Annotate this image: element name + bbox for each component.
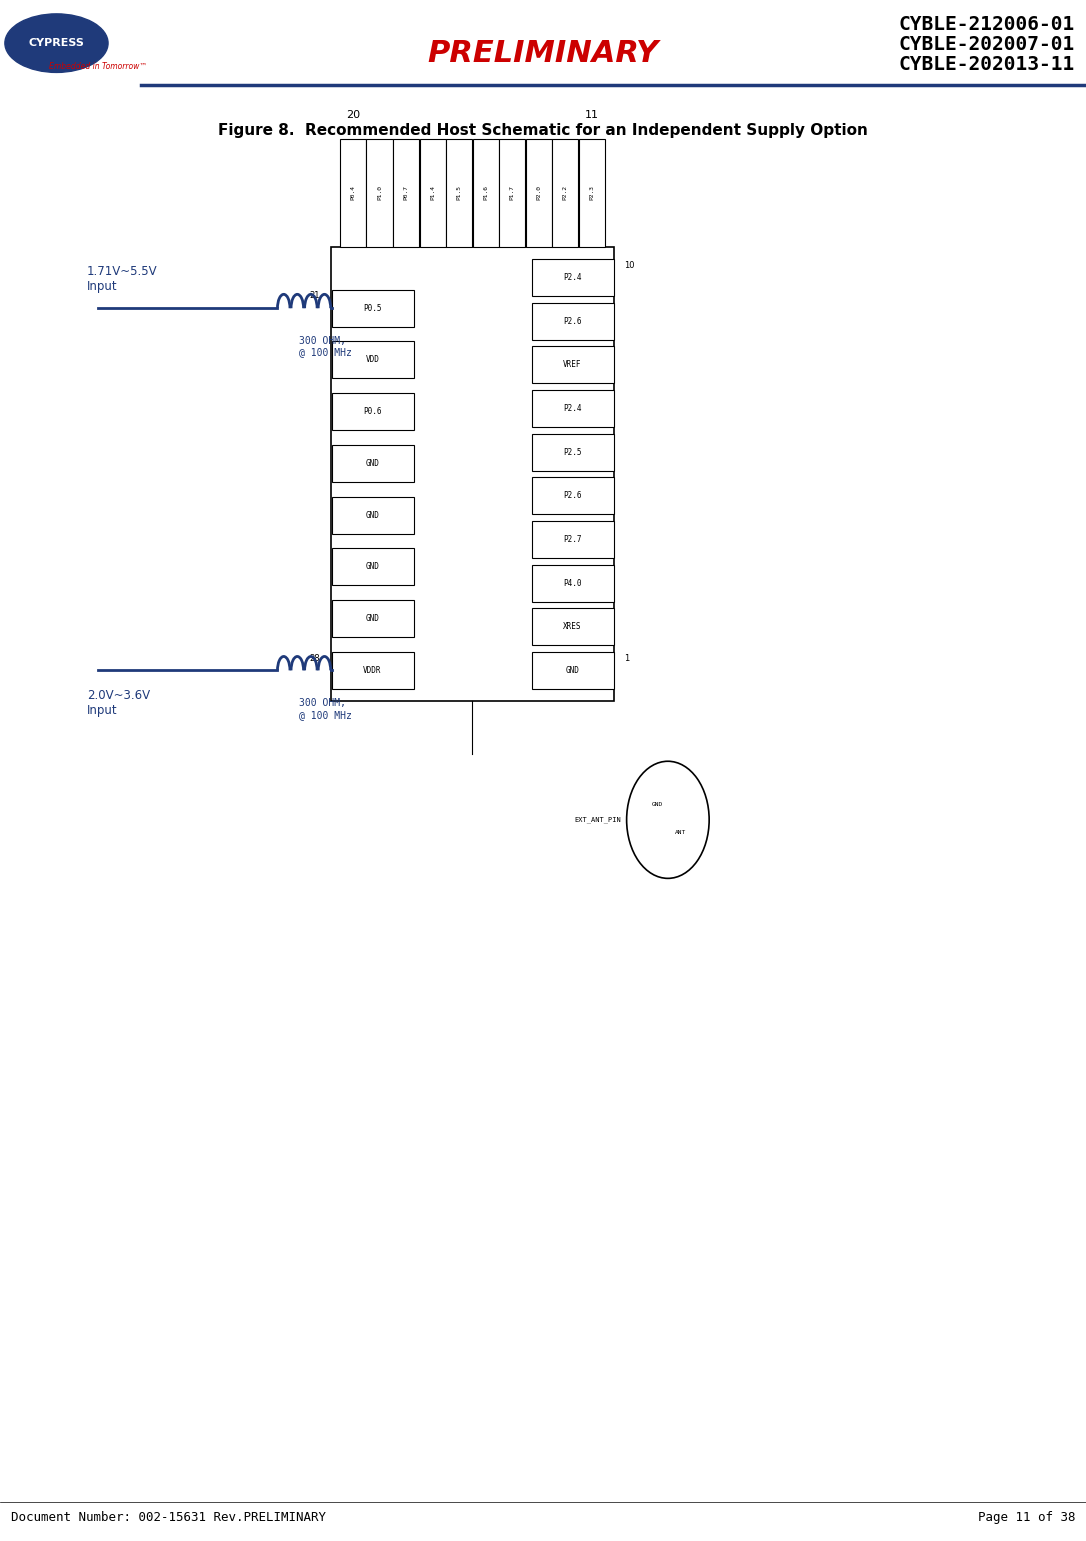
Text: 20: 20 (345, 111, 361, 120)
Text: P2.2: P2.2 (563, 185, 568, 200)
Text: GND: GND (366, 459, 379, 468)
Text: PRELIMINARY: PRELIMINARY (428, 40, 658, 68)
Bar (331, 247, 614, 701)
Text: CYPRESS: CYPRESS (28, 39, 85, 48)
Text: 1.71V~5.5V
Input: 1.71V~5.5V Input (87, 265, 157, 293)
Bar (532, 347, 614, 384)
Bar (366, 139, 392, 247)
Text: CYBLE-202007-01: CYBLE-202007-01 (899, 35, 1075, 54)
Text: VREF: VREF (563, 361, 582, 370)
Text: GND: GND (366, 510, 379, 519)
Text: GND: GND (566, 666, 579, 675)
Bar (532, 302, 614, 339)
Text: 300 OHM,
@ 100 MHz: 300 OHM, @ 100 MHz (299, 698, 352, 720)
Text: 2.0V~3.6V
Input: 2.0V~3.6V Input (87, 689, 150, 717)
Text: EXT_ANT_PIN: EXT_ANT_PIN (574, 817, 621, 823)
Bar (472, 139, 498, 247)
Ellipse shape (4, 14, 108, 72)
Bar (332, 652, 414, 689)
Circle shape (627, 761, 709, 878)
Bar (332, 549, 414, 586)
Text: P0.7: P0.7 (404, 185, 408, 200)
Bar (579, 139, 605, 247)
Text: P1.7: P1.7 (509, 185, 515, 200)
Text: GND: GND (652, 801, 662, 807)
Bar (446, 139, 472, 247)
Bar (526, 139, 552, 247)
Text: CYBLE-212006-01: CYBLE-212006-01 (899, 15, 1075, 34)
Text: P2.5: P2.5 (563, 447, 582, 456)
Bar (332, 290, 414, 327)
Text: 10: 10 (624, 260, 635, 270)
Bar (332, 496, 414, 533)
Text: 300 OHM,
@ 100 MHz: 300 OHM, @ 100 MHz (299, 336, 352, 358)
Text: P0.6: P0.6 (363, 407, 382, 416)
Text: GND: GND (366, 615, 379, 623)
Bar (532, 259, 614, 296)
Bar (532, 564, 614, 601)
Text: VDDR: VDDR (363, 666, 382, 675)
Text: P2.4: P2.4 (563, 273, 582, 282)
Text: 28: 28 (310, 653, 320, 663)
Text: P2.3: P2.3 (590, 185, 594, 200)
Text: GND: GND (366, 562, 379, 572)
Bar (332, 393, 414, 430)
Bar (500, 139, 526, 247)
Text: P1.6: P1.6 (483, 185, 489, 200)
Text: P2.7: P2.7 (563, 535, 582, 544)
Text: Embedded in Tomorrow™: Embedded in Tomorrow™ (49, 62, 147, 71)
Text: VDD: VDD (366, 356, 379, 364)
Text: P0.5: P0.5 (363, 304, 382, 313)
Text: 11: 11 (585, 111, 598, 120)
Text: CYBLE-202013-11: CYBLE-202013-11 (899, 55, 1075, 74)
Bar (532, 521, 614, 558)
Text: P2.0: P2.0 (536, 185, 541, 200)
Bar (393, 139, 419, 247)
Bar (419, 139, 445, 247)
Text: P4.0: P4.0 (563, 578, 582, 587)
Bar (553, 139, 579, 247)
Bar (532, 433, 614, 470)
Bar (532, 390, 614, 427)
Text: Document Number: 002-15631 Rev.PRELIMINARY: Document Number: 002-15631 Rev.PRELIMINA… (11, 1512, 326, 1524)
Text: ANT: ANT (675, 829, 686, 835)
Bar (340, 139, 366, 247)
Bar (332, 445, 414, 482)
Text: XRES: XRES (563, 623, 582, 632)
Bar (532, 652, 614, 689)
Text: P1.0: P1.0 (377, 185, 382, 200)
Text: 1: 1 (624, 653, 630, 663)
Bar (532, 609, 614, 646)
Bar (332, 342, 414, 379)
Text: P2.4: P2.4 (563, 404, 582, 413)
Text: P0.4: P0.4 (351, 185, 355, 200)
Bar (332, 599, 414, 636)
Text: 21: 21 (310, 291, 320, 300)
Text: Figure 8.  Recommended Host Schematic for an Independent Supply Option: Figure 8. Recommended Host Schematic for… (218, 123, 868, 139)
Bar (532, 478, 614, 515)
Text: P2.6: P2.6 (563, 492, 582, 501)
Text: P1.5: P1.5 (456, 185, 462, 200)
Text: P2.6: P2.6 (563, 316, 582, 325)
Text: P1.4: P1.4 (430, 185, 435, 200)
Text: Page 11 of 38: Page 11 of 38 (977, 1512, 1075, 1524)
